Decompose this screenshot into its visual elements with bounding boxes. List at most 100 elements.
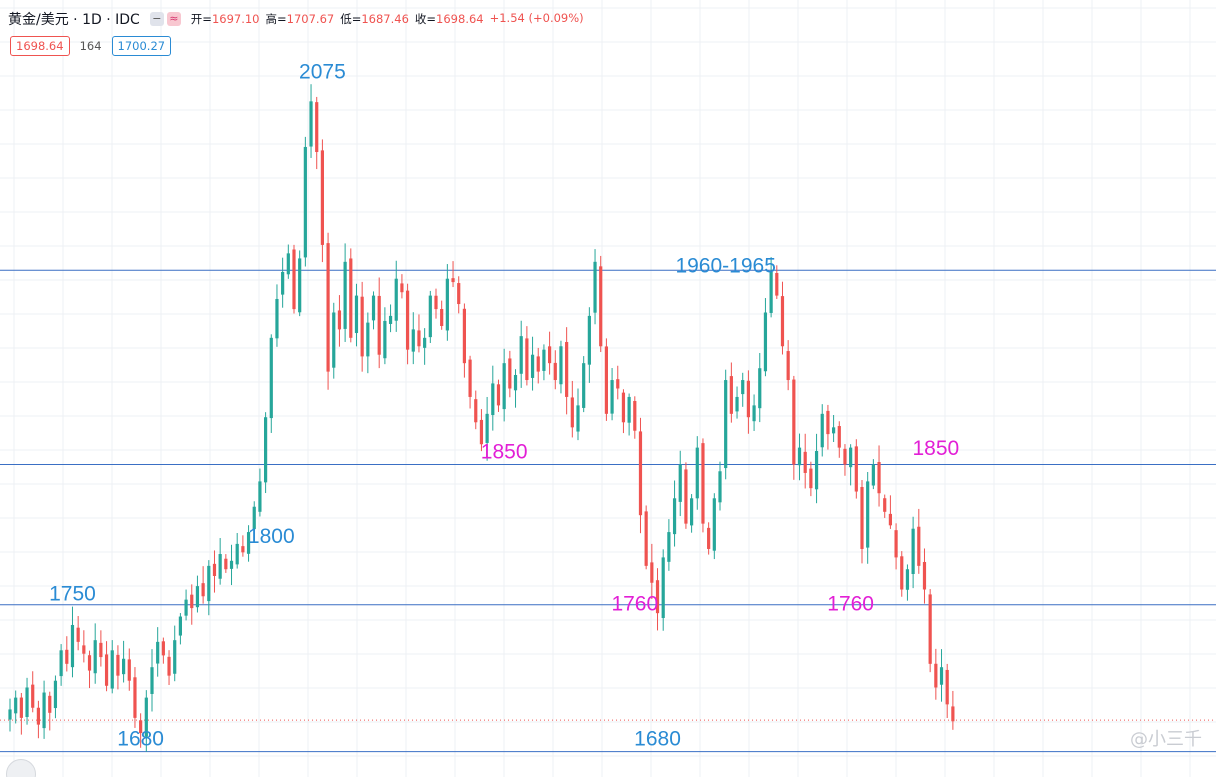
candle-body (31, 684, 35, 708)
candle-body (610, 380, 614, 414)
symbol-label[interactable]: 黄金/美元 · 1D · IDC (8, 12, 140, 28)
candle-body (110, 650, 114, 689)
candle-body (411, 329, 415, 352)
candle-body (616, 379, 620, 389)
candle (599, 255, 603, 353)
candle (360, 281, 364, 372)
candle (212, 550, 217, 593)
candle (298, 250, 302, 317)
candle-body (53, 680, 58, 709)
candle-body (286, 253, 290, 275)
candle-body (190, 594, 194, 609)
minus-icon[interactable]: − (149, 12, 164, 26)
candle (814, 433, 819, 504)
candle-body (655, 580, 660, 614)
candle (854, 439, 858, 499)
candle (59, 644, 63, 686)
candle (593, 249, 597, 325)
candle-body (752, 405, 756, 422)
candle-body (905, 569, 910, 590)
candle (8, 698, 12, 732)
candle-body (116, 654, 120, 676)
bid-price-badge: 1698.64 (10, 36, 70, 56)
candle-body (695, 447, 699, 499)
candle-body (650, 562, 654, 583)
wave-icon[interactable]: ≈ (166, 12, 181, 26)
high-readout: 高=1707.67 (265, 12, 335, 26)
candle (201, 566, 205, 604)
candle-body (201, 583, 205, 597)
candle (496, 379, 501, 412)
candle-body (860, 486, 864, 549)
candle-body (536, 356, 540, 372)
candle (309, 84, 313, 158)
candle (826, 404, 830, 450)
candle-body (479, 419, 484, 445)
candle (530, 336, 535, 391)
candle-body (36, 707, 40, 725)
candle-body (769, 271, 773, 313)
candle-body (485, 413, 489, 443)
candle (695, 436, 699, 510)
candle (672, 480, 677, 547)
candle-body (229, 560, 234, 569)
candle (769, 257, 773, 318)
candle-body (315, 102, 319, 153)
candle (604, 338, 608, 421)
candle-body (746, 380, 750, 418)
candle-body (298, 258, 302, 313)
chart-header: 黄金/美元 · 1D · IDC − ≈ 开=1697.10 高=1707.67… (8, 8, 584, 30)
candle-body (530, 354, 535, 378)
candle-body (428, 295, 432, 338)
candle-body (462, 308, 466, 364)
candle (837, 421, 841, 458)
price-annotation: 1960-1965 (675, 255, 775, 278)
candle (786, 340, 790, 391)
candle-body (741, 380, 745, 395)
candle-body (792, 379, 796, 465)
candle-body (70, 624, 75, 668)
candle (621, 389, 626, 434)
candle-body (235, 543, 239, 565)
candle-body (894, 530, 898, 558)
candle (275, 284, 279, 347)
candle-body (451, 278, 455, 283)
candle-body (854, 446, 858, 492)
candle-body (911, 528, 915, 575)
candle-body (621, 392, 626, 423)
candle (224, 554, 228, 573)
candle (48, 691, 52, 731)
candle-body (161, 641, 165, 656)
candle-body (371, 295, 376, 321)
candle (917, 508, 921, 574)
candle (468, 355, 472, 409)
candle-body (25, 687, 29, 717)
candle (775, 265, 779, 299)
price-subheader: 1698.64 164 1700.27 (10, 36, 172, 56)
candle-body (65, 649, 69, 664)
candle-body (343, 261, 347, 329)
candle (780, 281, 785, 355)
candle (269, 334, 273, 433)
candle (400, 274, 404, 299)
candle-body (252, 506, 256, 530)
close-readout: 收=1698.64 (414, 12, 484, 26)
candle-body (883, 498, 887, 512)
candle (951, 690, 955, 730)
candle (36, 700, 40, 739)
candle-body (849, 447, 853, 468)
candle (14, 690, 18, 724)
candle-body (445, 278, 449, 331)
candle-body (377, 295, 381, 355)
candle (383, 307, 387, 365)
candle-body (42, 692, 46, 729)
candle-body (803, 451, 807, 473)
candle-body (150, 667, 154, 694)
candle (241, 535, 245, 557)
candle-body (786, 351, 790, 381)
candle-body (82, 645, 86, 654)
candle-body (633, 401, 637, 431)
candle-body (780, 296, 785, 347)
candle (87, 650, 92, 689)
